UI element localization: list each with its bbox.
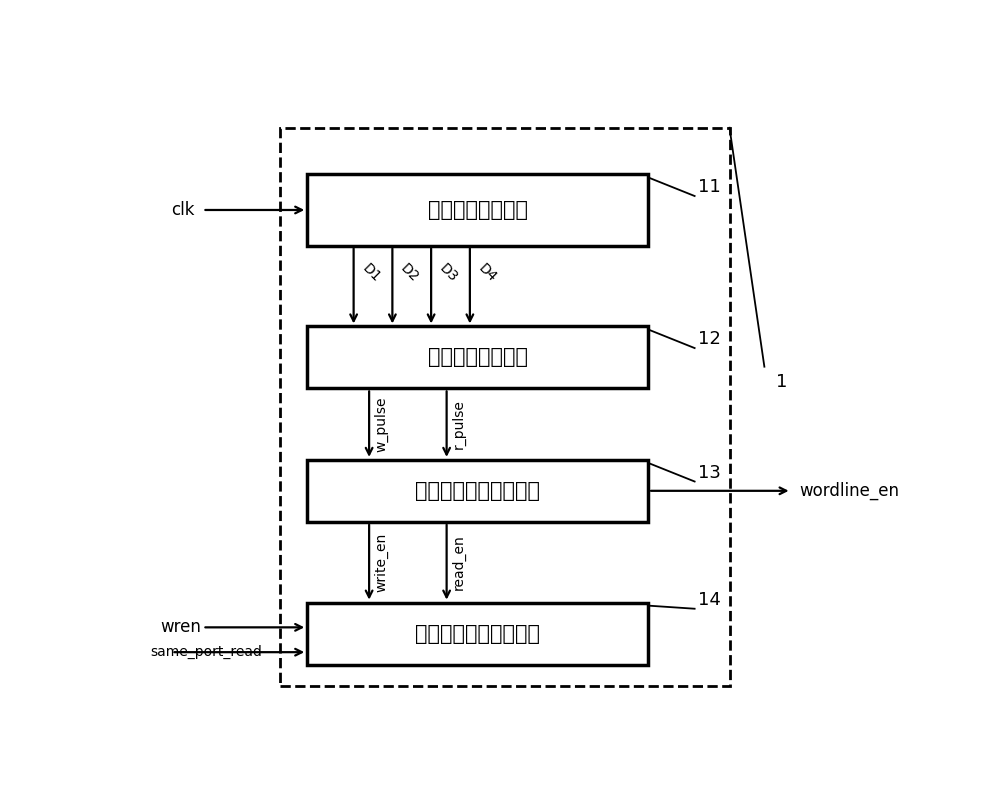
Text: write_en: write_en xyxy=(375,533,389,592)
Text: wren: wren xyxy=(160,618,201,637)
Text: 读写脉冲产生模块: 读写脉冲产生模块 xyxy=(428,347,528,368)
Text: 时钟延时产生模块: 时钟延时产生模块 xyxy=(428,200,528,220)
Text: read_en: read_en xyxy=(452,534,466,590)
Text: D3: D3 xyxy=(437,261,460,285)
Text: same_port_read: same_port_read xyxy=(150,645,262,659)
Bar xyxy=(307,174,648,246)
Text: 12: 12 xyxy=(698,330,721,348)
Bar xyxy=(280,127,730,687)
Text: 读写控制信号产生模块: 读写控制信号产生模块 xyxy=(415,624,540,643)
Bar xyxy=(307,326,648,388)
Text: w_pulse: w_pulse xyxy=(375,397,389,452)
Text: r_pulse: r_pulse xyxy=(452,399,466,449)
Text: 字线控制信号产生模块: 字线控制信号产生模块 xyxy=(415,481,540,501)
Text: D4: D4 xyxy=(475,261,499,285)
Text: clk: clk xyxy=(171,201,195,219)
Text: wordline_en: wordline_en xyxy=(799,482,899,500)
Text: 11: 11 xyxy=(698,178,721,196)
Bar xyxy=(307,603,648,665)
Text: D2: D2 xyxy=(398,261,421,285)
Text: 13: 13 xyxy=(698,463,721,481)
Text: 14: 14 xyxy=(698,591,721,609)
Text: 1: 1 xyxy=(776,373,787,391)
Bar xyxy=(307,459,648,521)
Text: D1: D1 xyxy=(359,261,383,285)
